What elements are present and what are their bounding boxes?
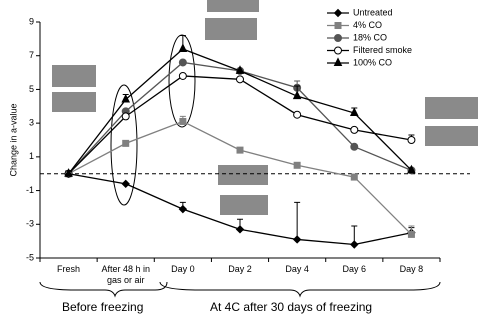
marker: [179, 44, 186, 51]
y-tick-label: -3: [26, 219, 34, 229]
x-tick-label: After 48 h in gas or air: [96, 264, 156, 286]
marker: [237, 147, 243, 153]
x-tick-label: Day 0: [153, 264, 213, 275]
legend-marker: [335, 10, 342, 17]
marker: [180, 118, 186, 124]
marker: [122, 95, 129, 102]
marker: [237, 76, 244, 83]
marker: [179, 59, 186, 66]
brace: [160, 282, 440, 296]
x-tick-label: Fresh: [39, 264, 99, 275]
series: [65, 72, 415, 177]
legend-item: 4% CO: [327, 20, 382, 30]
legend-label: Filtered smoke: [353, 45, 412, 55]
y-tick-label: 1: [29, 151, 34, 161]
marker: [237, 226, 244, 233]
marker: [351, 126, 358, 133]
marker: [408, 137, 415, 144]
x-tick-label: Day 2: [210, 264, 270, 275]
group-label: At 4C after 30 days of freezing: [210, 300, 372, 314]
marker: [179, 206, 186, 213]
legend-item: 18% CO: [327, 32, 387, 42]
marker: [408, 231, 414, 237]
y-tick-label: -5: [26, 252, 34, 262]
marker: [123, 140, 129, 146]
x-tick-label: Day 4: [267, 264, 327, 275]
legend-label: 100% CO: [353, 57, 392, 67]
series-line: [69, 76, 412, 174]
legend-marker: [335, 59, 342, 66]
x-tick-label: Day 8: [381, 264, 441, 275]
legend-item: Filtered smoke: [327, 45, 412, 55]
marker: [294, 162, 300, 168]
legend-item: Untreated: [327, 7, 393, 17]
marker: [122, 113, 129, 120]
x-tick-label: Day 6: [324, 264, 384, 275]
error-bar: [294, 202, 300, 239]
marker: [351, 143, 358, 150]
legend-marker: [335, 23, 341, 29]
legend-label: 18% CO: [353, 32, 387, 42]
legend-marker: [335, 47, 342, 54]
group-label: Before freezing: [62, 300, 143, 314]
y-tick-label: -1: [26, 185, 34, 195]
y-tick-label: 9: [29, 16, 34, 26]
marker: [122, 180, 129, 187]
marker: [351, 241, 358, 248]
marker: [294, 236, 301, 243]
y-tick-label: 7: [29, 50, 34, 60]
marker: [294, 111, 301, 118]
marker: [351, 174, 357, 180]
marker: [179, 72, 186, 79]
page: Change in a-value -5 -3 -1 1 3 5 7 9 Untreated 4%…: [0, 0, 478, 318]
y-tick-label: 5: [29, 84, 34, 94]
y-axis-label: Change in a-value: [8, 103, 18, 176]
y-tick-label: 3: [29, 118, 34, 128]
legend-marker: [335, 35, 342, 42]
legend-label: 4% CO: [353, 20, 382, 30]
legend-label: Untreated: [353, 7, 393, 17]
legend-item: 100% CO: [327, 57, 392, 67]
